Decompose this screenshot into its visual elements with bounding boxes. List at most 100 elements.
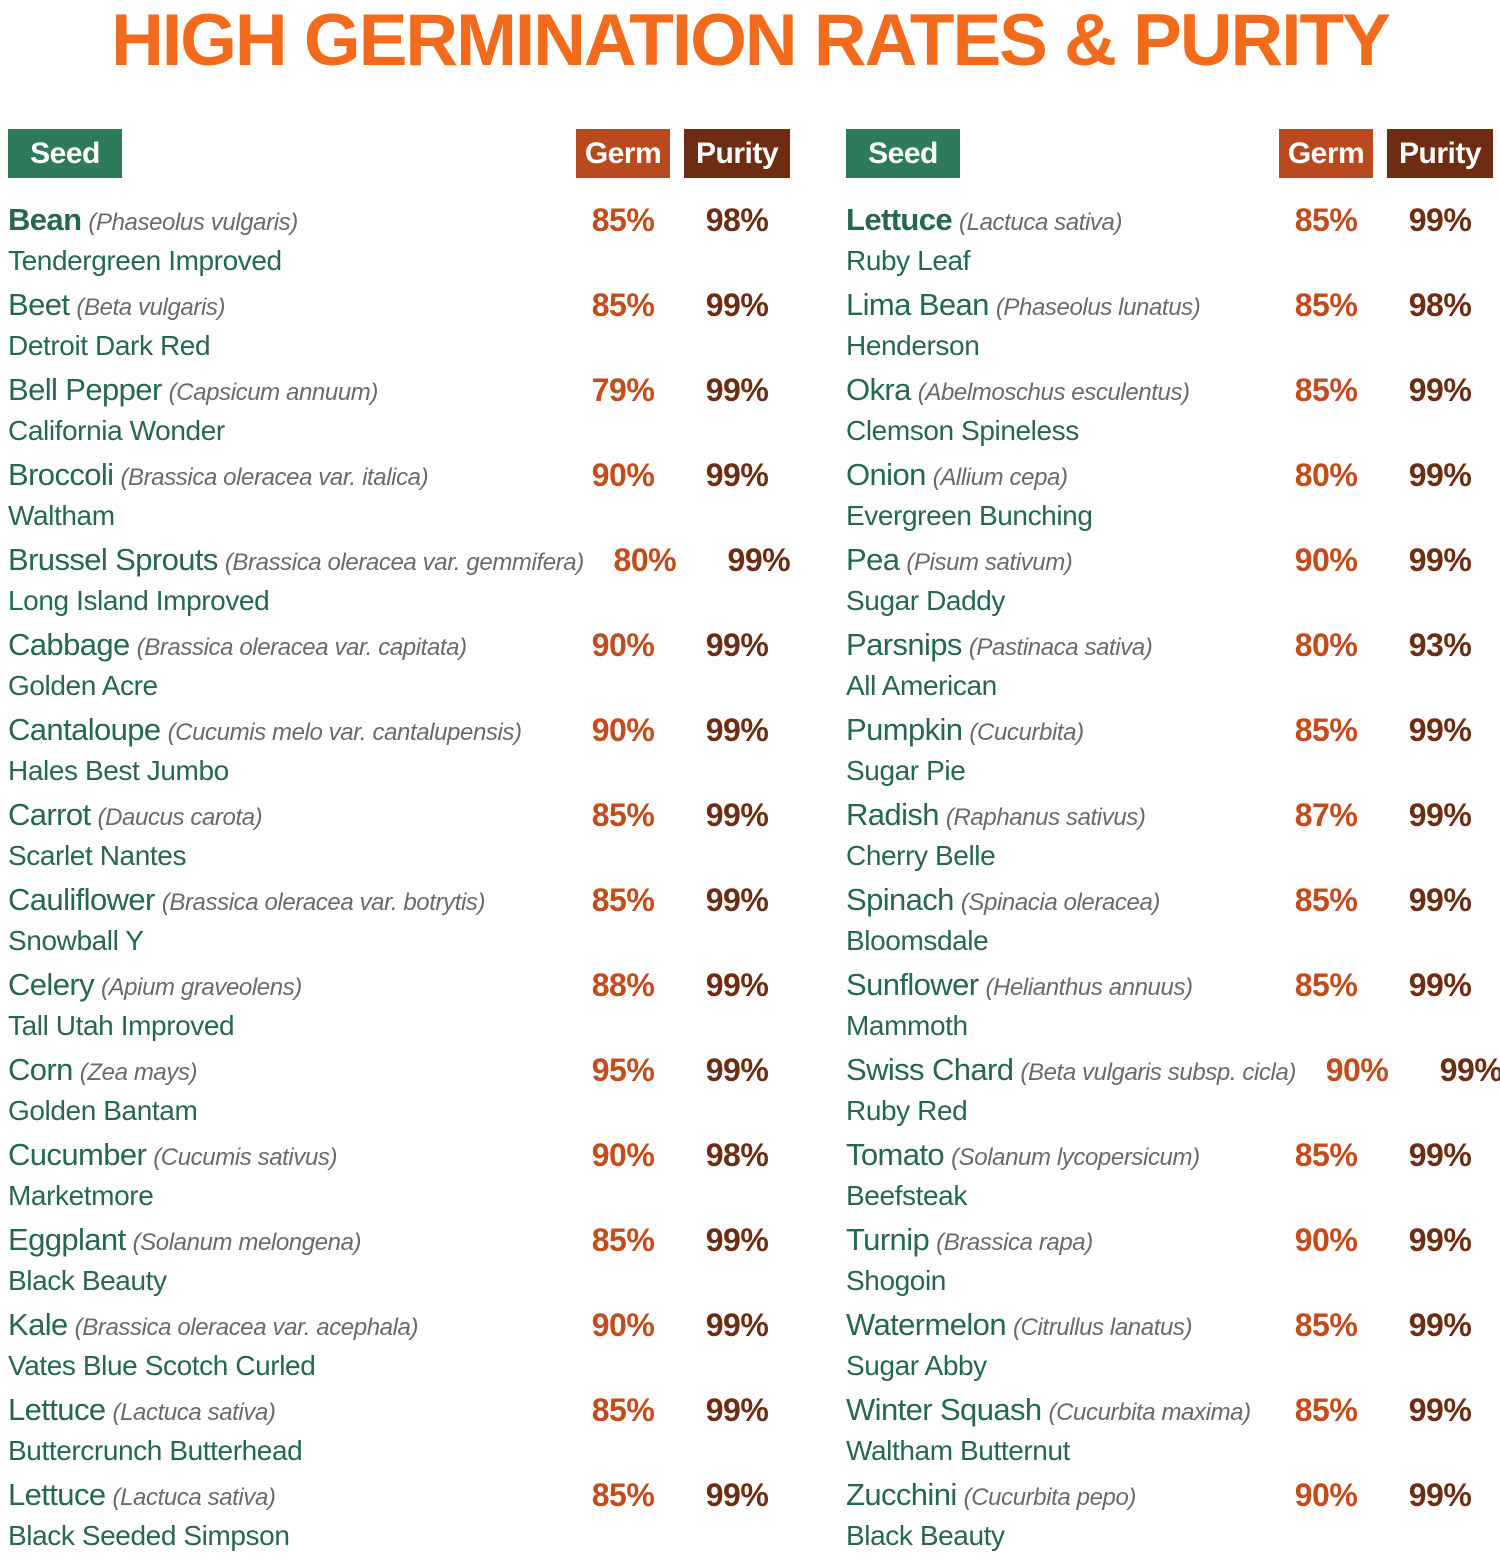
seed-cell: Parsnips (Pastinaca sativa) All American bbox=[846, 627, 1265, 701]
purity-value: 99% bbox=[705, 1392, 769, 1428]
table-row: Cantaloupe (Cucumis melo var. cantalupens… bbox=[8, 712, 790, 786]
germ-value: 80% bbox=[1294, 457, 1358, 493]
germ-value: 90% bbox=[591, 457, 655, 493]
seed-name: Spinach bbox=[846, 882, 954, 917]
table-row: Onion (Allium cepa) Evergreen Bunching 80… bbox=[846, 457, 1493, 531]
seed-name: Onion bbox=[846, 457, 926, 492]
variety-name: Buttercrunch Butterhead bbox=[8, 1435, 303, 1466]
variety-name: Sugar Daddy bbox=[846, 585, 1006, 616]
seed-name-line: Celery (Apium graveolens) bbox=[8, 967, 562, 1009]
germ-value: 85% bbox=[591, 1392, 655, 1428]
scientific-name: (Cucumis melo var. cantalupensis) bbox=[167, 719, 522, 746]
purity-value: 99% bbox=[705, 1307, 769, 1343]
seed-name: Cauliflower bbox=[8, 882, 155, 917]
seed-cell: Zucchini (Cucurbita pepo) Black Beauty bbox=[846, 1477, 1265, 1551]
scientific-name: (Brassica oleracea var. capitata) bbox=[136, 634, 467, 661]
seed-cell: Radish (Raphanus sativus) Cherry Belle bbox=[846, 797, 1265, 871]
purity-value: 99% bbox=[1408, 457, 1472, 493]
seed-cell: Corn (Zea mays) Golden Bantam bbox=[8, 1052, 562, 1126]
seed-name: Swiss Chard bbox=[846, 1052, 1014, 1087]
purity-value: 99% bbox=[705, 372, 769, 408]
seed-cell: Turnip (Brassica rapa) Shogoin bbox=[846, 1222, 1265, 1296]
variety-name: Hales Best Jumbo bbox=[8, 755, 229, 786]
scientific-name: (Pisum sativum) bbox=[906, 549, 1073, 576]
germ-value: 85% bbox=[591, 287, 655, 323]
table-row: Spinach (Spinacia oleracea) Bloomsdale 85… bbox=[846, 882, 1493, 956]
table-row: Lettuce (Lactuca sativa) Buttercrunch But… bbox=[8, 1392, 790, 1466]
purity-value: 99% bbox=[705, 1477, 769, 1513]
seed-name-line: Lettuce (Lactuca sativa) bbox=[846, 202, 1265, 244]
variety-name: Long Island Improved bbox=[8, 585, 270, 616]
variety-name: Ruby Red bbox=[846, 1095, 968, 1126]
variety-name: Marketmore bbox=[8, 1180, 154, 1211]
germ-value: 85% bbox=[591, 1477, 655, 1513]
seed-cell: Cauliflower (Brassica oleracea var. botry… bbox=[8, 882, 562, 956]
variety-name: Black Seeded Simpson bbox=[8, 1520, 290, 1551]
table-row: Celery (Apium graveolens) Tall Utah Impro… bbox=[8, 967, 790, 1041]
table-rows: Lettuce (Lactuca sativa) Ruby Leaf 85% 99… bbox=[846, 202, 1500, 1551]
scientific-name: (Allium cepa) bbox=[932, 464, 1068, 491]
germ-value: 85% bbox=[1294, 1137, 1358, 1173]
scientific-name: (Raphanus sativus) bbox=[945, 804, 1146, 831]
germ-value: 85% bbox=[591, 797, 655, 833]
seed-name-line: Pea (Pisum sativum) bbox=[846, 542, 1265, 584]
germ-value: 85% bbox=[1294, 882, 1358, 918]
germ-column-header: Germ bbox=[1279, 129, 1373, 178]
seed-name-line: Radish (Raphanus sativus) bbox=[846, 797, 1265, 839]
scientific-name: (Brassica rapa) bbox=[936, 1229, 1093, 1256]
seed-name: Watermelon bbox=[846, 1307, 1007, 1342]
purity-value: 93% bbox=[1408, 627, 1472, 663]
purity-value: 98% bbox=[705, 202, 769, 238]
table-row: Cauliflower (Brassica oleracea var. botry… bbox=[8, 882, 790, 956]
purity-value: 99% bbox=[1408, 712, 1472, 748]
germ-value: 85% bbox=[1294, 712, 1358, 748]
germ-value: 85% bbox=[591, 1222, 655, 1258]
variety-name: Golden Acre bbox=[8, 670, 158, 701]
table-row: Lettuce (Lactuca sativa) Ruby Leaf 85% 99… bbox=[846, 202, 1493, 276]
seed-name-line: Bean (Phaseolus vulgaris) bbox=[8, 202, 562, 244]
variety-name: Tall Utah Improved bbox=[8, 1010, 235, 1041]
seed-name-line: Lettuce (Lactuca sativa) bbox=[8, 1392, 562, 1434]
germ-value: 90% bbox=[1325, 1052, 1389, 1088]
seed-name-line: Cucumber (Cucumis sativus) bbox=[8, 1137, 562, 1179]
variety-name: Henderson bbox=[846, 330, 980, 361]
variety-name: Vates Blue Scotch Curled bbox=[8, 1350, 316, 1381]
seed-name-line: Pumpkin (Cucurbita) bbox=[846, 712, 1265, 754]
seed-cell: Carrot (Daucus carota) Scarlet Nantes bbox=[8, 797, 562, 871]
table-row: Okra (Abelmoschus esculentus) Clemson Spi… bbox=[846, 372, 1493, 446]
seed-name: Cabbage bbox=[8, 627, 130, 662]
seed-name: Brussel Sprouts bbox=[8, 542, 218, 577]
seed-name: Corn bbox=[8, 1052, 73, 1087]
seed-cell: Lettuce (Lactuca sativa) Black Seeded Sim… bbox=[8, 1477, 562, 1551]
seed-table-right: Seed Germ Purity Lettuce (Lactuca sativa)… bbox=[846, 129, 1500, 1562]
variety-name: Detroit Dark Red bbox=[8, 330, 211, 361]
table-row: Bell Pepper (Capsicum annuum) California … bbox=[8, 372, 790, 446]
variety-name: Black Beauty bbox=[8, 1265, 167, 1296]
seed-cell: Lettuce (Lactuca sativa) Buttercrunch But… bbox=[8, 1392, 562, 1466]
seed-name: Pea bbox=[846, 542, 900, 577]
germ-value: 87% bbox=[1294, 797, 1358, 833]
seed-name-line: Watermelon (Citrullus lanatus) bbox=[846, 1307, 1265, 1349]
scientific-name: (Solanum lycopersicum) bbox=[951, 1144, 1200, 1171]
seed-name-line: Cabbage (Brassica oleracea var. capitata) bbox=[8, 627, 562, 669]
seed-name: Bell Pepper bbox=[8, 372, 162, 407]
scientific-name: (Lactuca sativa) bbox=[959, 209, 1123, 236]
seed-name-line: Bell Pepper (Capsicum annuum) bbox=[8, 372, 562, 414]
variety-name: Shogoin bbox=[846, 1265, 946, 1296]
table-row: Lima Bean (Phaseolus lunatus) Henderson 8… bbox=[846, 287, 1493, 361]
purity-value: 99% bbox=[1439, 1052, 1500, 1088]
scientific-name: (Beta vulgaris subsp. cicla) bbox=[1020, 1059, 1296, 1086]
purity-value: 99% bbox=[705, 882, 769, 918]
scientific-name: (Capsicum annuum) bbox=[168, 379, 379, 406]
variety-name: Waltham Butternut bbox=[846, 1435, 1071, 1466]
seed-cell: Brussel Sprouts (Brassica oleracea var. g… bbox=[8, 542, 584, 616]
table-row: Winter Squash (Cucurbita maxima) Waltham … bbox=[846, 1392, 1493, 1466]
seed-name-line: Lima Bean (Phaseolus lunatus) bbox=[846, 287, 1265, 329]
purity-value: 99% bbox=[705, 1222, 769, 1258]
purity-value: 98% bbox=[705, 1137, 769, 1173]
germ-value: 79% bbox=[591, 372, 655, 408]
scientific-name: (Brassica oleracea var. acephala) bbox=[74, 1314, 419, 1341]
seed-name-line: Brussel Sprouts (Brassica oleracea var. g… bbox=[8, 542, 584, 584]
seed-cell: Sunflower (Helianthus annuus) Mammoth bbox=[846, 967, 1265, 1041]
purity-value: 99% bbox=[1408, 1307, 1472, 1343]
